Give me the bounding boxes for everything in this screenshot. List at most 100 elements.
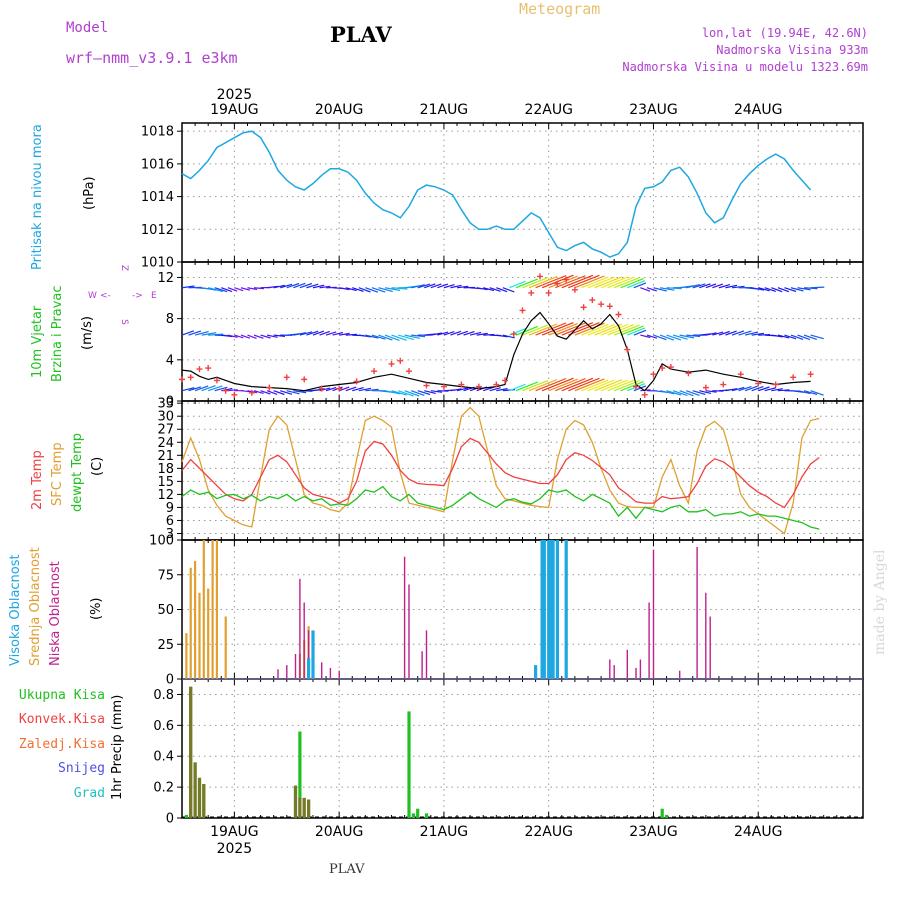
chart-title: Meteogram: [519, 0, 601, 18]
wind-arrow: [391, 334, 407, 341]
wind-arrow: [679, 334, 695, 339]
wind-arrow: [646, 334, 658, 339]
wind-arrow: [764, 387, 777, 392]
wind-arrow: [496, 287, 508, 293]
wind-arrow: [797, 287, 811, 291]
wind-arrow: [771, 388, 783, 392]
gust-marker: [650, 371, 657, 378]
wind-arrow: [339, 287, 350, 291]
gust-marker: [606, 303, 613, 310]
wind-arrow: [247, 334, 257, 339]
wind-arrow: [496, 334, 508, 338]
high-cloud-bar: [311, 630, 315, 679]
y-tick-label: 1016: [141, 157, 174, 172]
wind-arrow: [712, 283, 724, 289]
wind-arrow: [600, 323, 628, 336]
y-tick-label: 8: [166, 312, 174, 327]
day-label-top: 24AUG: [734, 102, 783, 118]
wind-arrow: [312, 284, 325, 289]
wind-arrow: [548, 378, 578, 392]
day-label-bottom: 23AUG: [629, 824, 678, 840]
wind-arrow: [267, 334, 278, 338]
wind-arrow: [214, 287, 228, 293]
wind-arrow: [397, 334, 415, 341]
wind-arrow: [352, 287, 364, 292]
wind-arrow: [528, 276, 558, 289]
cloud-label-low: Niska Oblacnost: [48, 561, 63, 666]
wind-arrow: [587, 379, 615, 392]
temp-2m-line: [181, 437, 820, 509]
wind-arrow: [810, 390, 824, 396]
wind-arrow: [417, 283, 431, 289]
wind-arrow: [705, 390, 717, 393]
mid-cloud-bar: [189, 567, 192, 679]
wind-arrow: [339, 332, 350, 336]
pressure-unit: (hPa): [82, 176, 97, 210]
wind-arrow: [456, 387, 469, 392]
y-tick-label: 12: [157, 488, 174, 503]
pressure-line: [181, 130, 812, 258]
wind-arrow: [646, 287, 657, 292]
wind-arrow: [456, 285, 469, 289]
precip-legend-rain: Ukupna Kisa: [18, 688, 105, 703]
wind-arrow: [653, 287, 667, 292]
wind-arrow: [312, 330, 325, 336]
low-cloud-bar: [294, 654, 297, 679]
compass-east: E: [151, 291, 157, 301]
wind-arrow: [417, 390, 431, 396]
wind-arrow: [443, 331, 455, 336]
day-label-top: 19AUG: [210, 102, 259, 118]
wind-arrow: [247, 287, 258, 291]
wind-arrow: [613, 277, 640, 289]
high-cloud-bar: [551, 540, 555, 679]
precip-legend-conv: Konvek.Kisa: [18, 712, 105, 727]
y-tick-label: 100: [149, 534, 174, 549]
day-label-bottom: 20AUG: [315, 824, 364, 840]
wind-arrow: [378, 287, 393, 293]
low-cloud-bar: [425, 630, 428, 679]
day-label-bottom: 24AUG: [734, 824, 783, 840]
wind-arrow: [758, 287, 770, 292]
wind-arrow: [672, 334, 688, 340]
year-label-bottom: 2025: [217, 841, 253, 857]
wind-arrow: [397, 390, 414, 397]
wind-arrow: [692, 283, 706, 289]
wind-arrow: [496, 388, 508, 392]
wind-arrow: [194, 385, 209, 392]
wind-arrow: [325, 331, 337, 336]
wind-arrow: [430, 390, 443, 393]
wind-arrow: [633, 329, 647, 336]
wind-arrow: [725, 284, 738, 289]
y-tick-label: 0.8: [153, 688, 174, 703]
wind-speed-line: [181, 311, 811, 392]
gust-marker: [318, 385, 325, 392]
wind-arrow: [581, 379, 609, 392]
wind-arrow: [273, 284, 285, 289]
wind-arrow: [404, 334, 420, 339]
wind-arrow: [221, 287, 233, 293]
wind-arrow: [450, 388, 462, 392]
wind-arrow: [758, 386, 770, 392]
high-cloud-bar: [555, 540, 559, 679]
wind-arrow: [476, 287, 488, 291]
rain-bar: [660, 808, 664, 818]
rain-bar: [184, 814, 188, 818]
wind-arrow: [705, 283, 717, 289]
wind-arrow: [240, 334, 251, 339]
gust-marker: [222, 387, 229, 394]
dewpt-line: [181, 485, 820, 530]
wind-arrow: [293, 282, 306, 289]
wind-arrow: [699, 390, 712, 394]
conv-rain-bar: [293, 785, 298, 818]
altitude-text: Nadmorska Visina 933m: [716, 43, 868, 57]
wind-arrow: [437, 331, 449, 336]
wind-arrow: [594, 276, 623, 289]
temp-unit: (C): [90, 456, 105, 476]
gust-marker: [598, 301, 605, 308]
wind-arrow: [633, 282, 647, 289]
wind-arrow: [790, 334, 804, 340]
wind-arrow: [744, 331, 759, 336]
wind-arrow: [790, 287, 804, 292]
gust-marker: [580, 304, 587, 311]
wind-arrow: [410, 390, 425, 396]
